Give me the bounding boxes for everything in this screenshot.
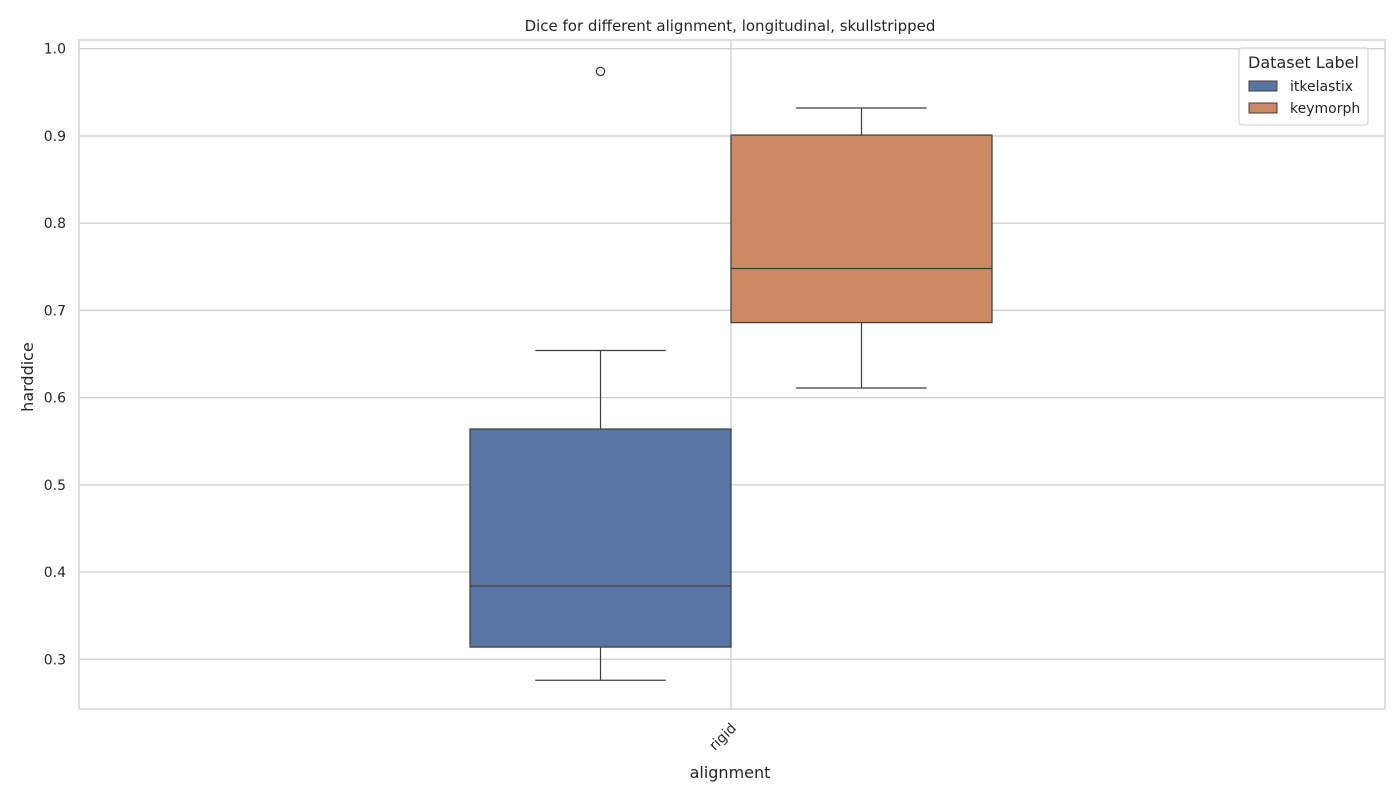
y-axis-label: harddice xyxy=(18,342,37,412)
box-keymorph xyxy=(730,134,993,324)
chart-title: Dice for different alignment, longitudin… xyxy=(525,17,936,35)
legend-swatch-keymorph xyxy=(1248,102,1278,114)
box-group-keymorph xyxy=(730,107,993,389)
y-tick-label: 0.3 xyxy=(44,652,66,668)
y-tick-label: 1.0 xyxy=(44,42,66,58)
x-axis-label: alignment xyxy=(690,763,771,782)
y-tick-label: 0.9 xyxy=(44,129,66,145)
y-tick-labels: 0.3 0.4 0.5 0.6 0.7 0.8 0.9 1.0 xyxy=(44,42,66,669)
box-series xyxy=(469,66,993,681)
y-tick-label: 0.5 xyxy=(44,478,66,494)
legend-swatch-itkelastix xyxy=(1248,80,1278,92)
box-itkelastix xyxy=(469,428,732,648)
legend: Dataset Label itkelastix keymorph xyxy=(1238,47,1369,126)
legend-title: Dataset Label xyxy=(1248,53,1359,72)
legend-label-keymorph: keymorph xyxy=(1290,101,1360,117)
y-tick-label: 0.6 xyxy=(44,391,66,407)
y-tick-label: 0.7 xyxy=(44,303,66,319)
y-tick-label: 0.8 xyxy=(44,216,66,232)
outlier-point xyxy=(595,66,606,77)
y-tick-label: 0.4 xyxy=(44,565,66,581)
plot-area-frame xyxy=(78,39,1386,710)
box-group-itkelastix xyxy=(469,66,732,681)
legend-label-itkelastix: itkelastix xyxy=(1290,79,1353,95)
